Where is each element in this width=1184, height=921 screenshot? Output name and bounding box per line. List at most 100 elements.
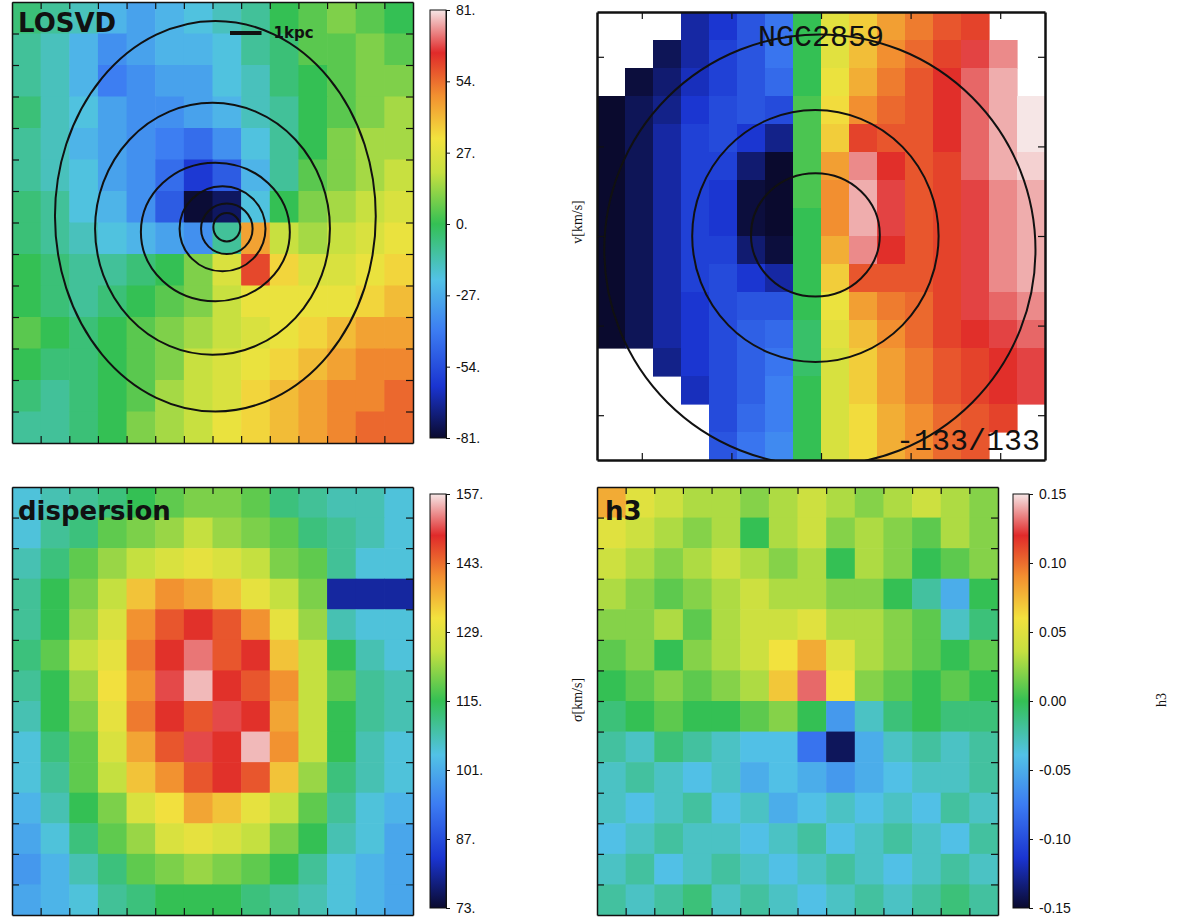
cell	[654, 701, 683, 732]
tick-mark	[446, 632, 450, 633]
cell	[241, 793, 270, 824]
tick	[12, 640, 19, 641]
tick	[1038, 326, 1045, 327]
tick	[991, 854, 998, 855]
cell	[793, 180, 822, 209]
cell	[184, 762, 213, 793]
colorbar-label: h3	[1154, 693, 1169, 707]
cell	[184, 317, 213, 349]
tick-mark	[446, 367, 450, 368]
tick-mark	[184, 2, 185, 9]
cell	[626, 701, 655, 732]
cell	[597, 732, 626, 763]
tick	[597, 57, 604, 58]
tick-mark	[384, 487, 385, 494]
cell	[969, 670, 998, 701]
cell	[241, 701, 270, 732]
tick	[12, 349, 19, 350]
cell	[384, 254, 413, 286]
cell	[41, 548, 70, 579]
cell	[69, 191, 98, 223]
cell	[883, 884, 912, 915]
cell	[969, 548, 998, 579]
tick-label: 0.15	[1039, 486, 1066, 502]
tick	[883, 908, 884, 915]
cell	[683, 640, 712, 671]
cell	[849, 124, 878, 153]
cell	[213, 670, 242, 701]
tick-mark	[12, 731, 19, 732]
tick-mark	[597, 326, 604, 327]
cell	[683, 823, 712, 854]
tick-label: 73.	[456, 900, 475, 916]
colorbar-label: σ[km/s]	[570, 678, 585, 722]
tick-mark	[406, 579, 413, 580]
cell	[597, 793, 626, 824]
tick-mark	[597, 57, 604, 58]
tick: -81.	[446, 430, 480, 446]
cell	[765, 208, 794, 237]
cell	[270, 670, 299, 701]
tick	[991, 548, 998, 549]
cell	[155, 823, 184, 854]
cell	[241, 487, 270, 518]
scale-bar-label: 1kpc	[274, 24, 314, 42]
cell	[241, 412, 270, 444]
cell	[709, 320, 738, 349]
cell	[155, 762, 184, 793]
cell	[241, 854, 270, 885]
cell	[356, 609, 385, 640]
tick: 73.	[446, 900, 475, 916]
tick-mark	[991, 517, 998, 518]
cell	[740, 640, 769, 671]
cell	[712, 701, 741, 732]
cell	[356, 762, 385, 793]
cell	[855, 823, 884, 854]
cell	[155, 128, 184, 160]
tick-label: 129.	[456, 624, 483, 640]
cell	[356, 65, 385, 97]
tick-mark	[597, 146, 604, 147]
cell	[712, 548, 741, 579]
contour	[95, 103, 330, 355]
tick	[98, 908, 99, 915]
plot-area	[597, 487, 998, 915]
cell	[127, 254, 156, 286]
cell	[653, 152, 682, 181]
contour	[213, 213, 240, 241]
cell	[933, 12, 962, 41]
tick: 0.15	[1029, 486, 1066, 502]
cell	[69, 380, 98, 412]
tick-mark	[597, 517, 604, 518]
tick-mark	[241, 487, 242, 494]
cell	[826, 884, 855, 915]
tick-mark	[406, 159, 413, 160]
tick	[597, 701, 604, 702]
tick-mark	[446, 839, 450, 840]
cell	[1017, 124, 1045, 153]
tick	[127, 2, 128, 9]
frame-axis	[13, 908, 414, 916]
tick	[327, 908, 328, 915]
cell	[654, 579, 683, 610]
tick	[991, 701, 998, 702]
tick-mark	[883, 908, 884, 915]
cell	[241, 34, 270, 66]
cell	[765, 432, 794, 460]
cell	[298, 518, 327, 549]
tick-mark	[1038, 326, 1045, 327]
scale-bar	[230, 31, 262, 35]
cell	[683, 548, 712, 579]
tick	[406, 640, 413, 641]
cell	[384, 380, 413, 412]
tick-mark	[941, 908, 942, 915]
cell	[298, 412, 327, 444]
cell	[327, 254, 356, 286]
cell	[826, 609, 855, 640]
cell	[155, 609, 184, 640]
tick	[406, 412, 413, 413]
cell	[765, 152, 794, 181]
cell	[849, 404, 878, 433]
cell	[597, 640, 626, 671]
cell	[597, 762, 626, 793]
